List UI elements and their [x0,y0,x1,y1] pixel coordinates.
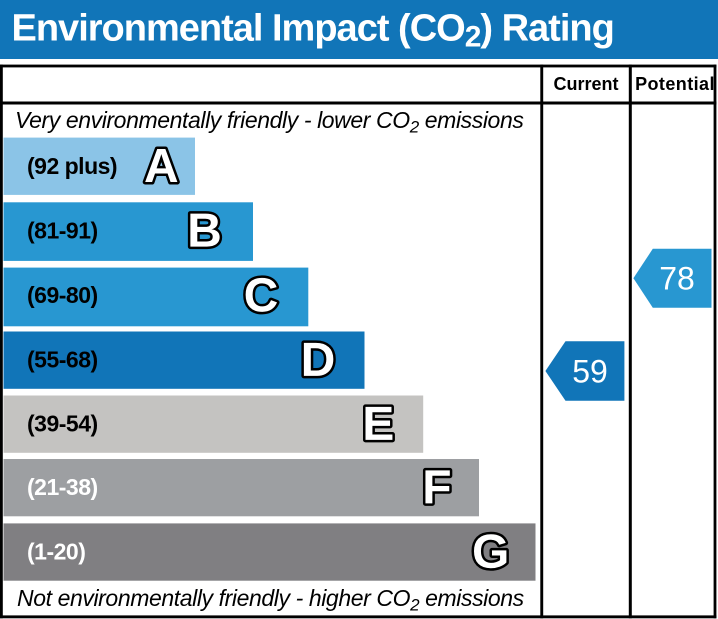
svg-text:Environmental Impact (CO2) Rat: Environmental Impact (CO2) Rating [12,8,614,54]
svg-text:(21-38): (21-38) [27,474,98,500]
svg-text:Current: Current [553,74,618,94]
svg-text:78: 78 [659,260,695,296]
svg-text:Potential: Potential [635,74,715,94]
svg-text:(69-80): (69-80) [27,282,98,308]
svg-text:(55-68): (55-68) [27,347,98,373]
svg-text:(92 plus): (92 plus) [27,153,117,179]
svg-text:59: 59 [572,353,608,389]
svg-text:(39-54): (39-54) [27,411,98,437]
svg-text:(81-91): (81-91) [27,217,98,243]
svg-text:(1-20): (1-20) [27,539,85,565]
svg-text:Not environmentally friendly -: Not environmentally friendly - higher CO… [17,585,525,615]
svg-text:Very environmentally friendly: Very environmentally friendly - lower CO… [15,107,524,137]
